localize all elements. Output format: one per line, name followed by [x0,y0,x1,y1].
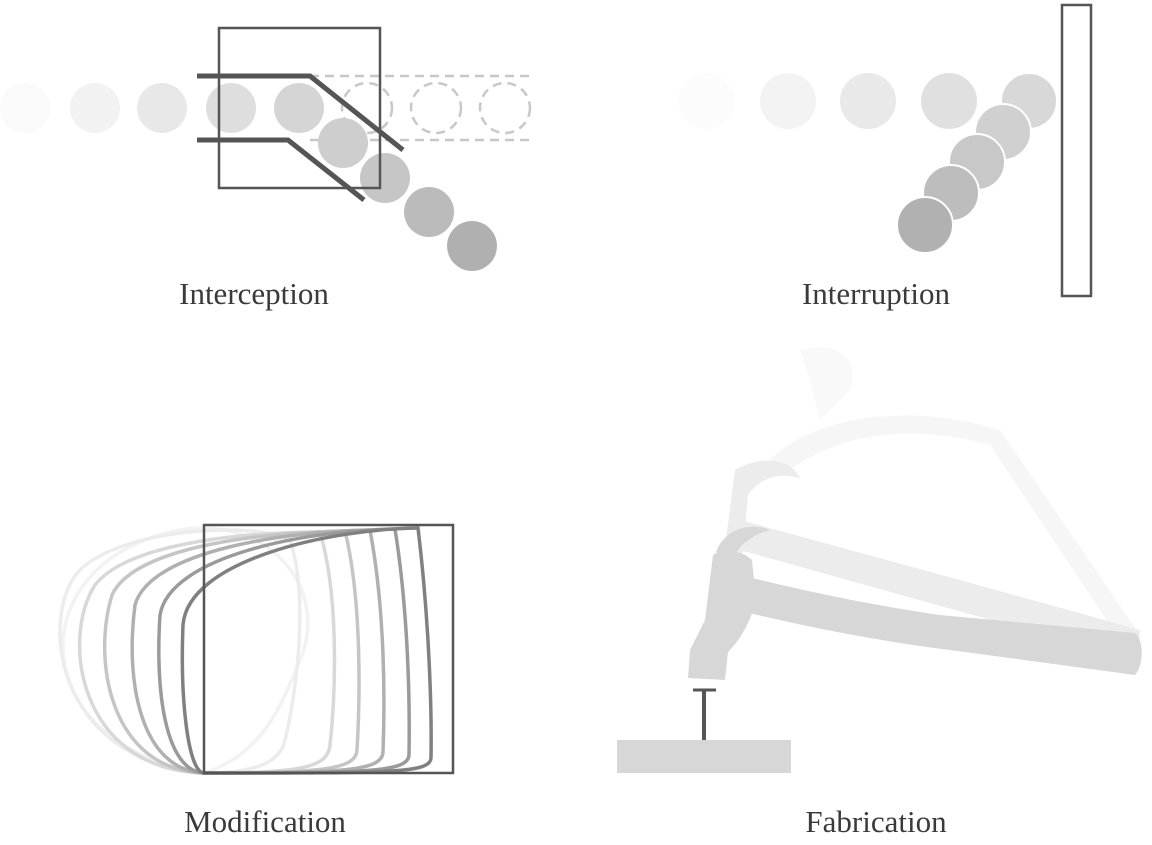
shape-stage-6 [157,527,411,775]
shape-stage-1 [61,526,310,775]
missing-ball-icon [478,81,532,135]
shape-stage-2 [58,528,302,775]
missing-ball-icon [409,81,463,135]
ball-icon [274,83,324,133]
ball-icon [678,73,734,129]
ball-icon [206,83,256,133]
ball-icon [896,196,954,254]
box-icon [202,523,455,775]
hammer-icon [688,526,1142,680]
ball-icon [760,73,816,129]
ball-icon [447,221,497,271]
ball-icon [70,83,120,133]
nail-icon [693,688,716,740]
guide-rail-lower [197,137,366,202]
interruption-panel [678,3,1093,298]
board-icon [617,740,791,773]
panel-label-fabrication: Fabrication [805,804,947,839]
ball-icon [318,118,368,168]
panel-label-modification: Modification [184,804,346,839]
wall-icon [1060,3,1093,298]
missing-ball-icon [340,81,394,135]
guide-rail-upper [197,73,405,152]
ball-icon [840,73,896,129]
ball-icon [404,187,454,237]
modification-panel [58,523,455,775]
ball-icon [360,153,410,203]
ball-icon [137,83,187,133]
box-icon [217,26,382,190]
interception-panel [0,26,532,271]
panel-label-interception: Interception [179,276,329,311]
ball-icon [0,83,50,133]
ball-icon [921,73,977,129]
shape-stage-7 [180,526,433,775]
fabrication-panel [617,347,1142,773]
panel-label-interruption: Interruption [801,276,951,311]
hammer-motion-trail [770,347,1140,640]
